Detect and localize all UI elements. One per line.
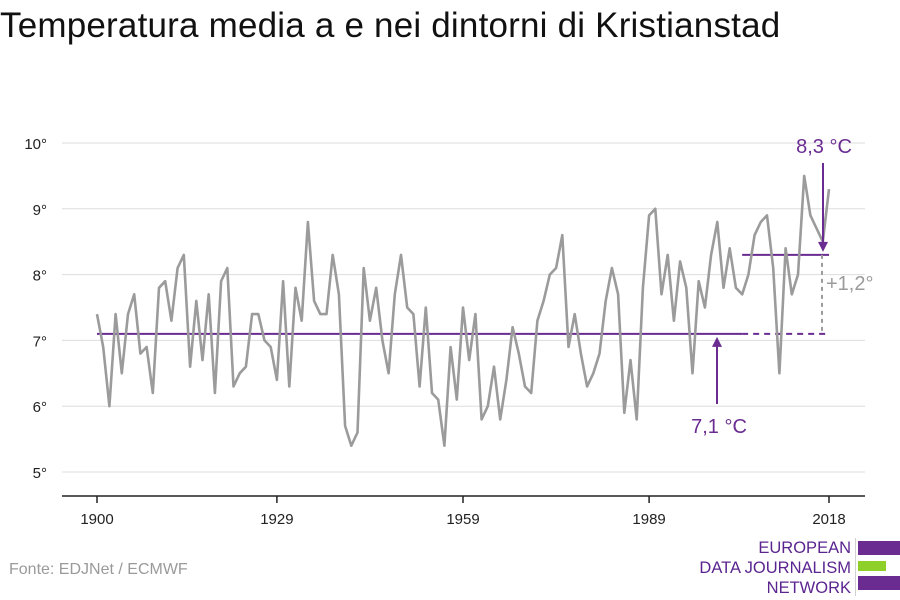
x-axis: 1900 1929 1959 1989 2018 xyxy=(62,495,865,528)
recent-label: 8,3 °C xyxy=(796,136,852,158)
temperature-series-line xyxy=(95,174,831,447)
y-axis-ticks: 5° 6° 7° 8° 9° 10° xyxy=(24,136,47,482)
logo-bar-bottom xyxy=(858,576,900,590)
logo-line-1: EUROPEAN xyxy=(758,539,851,557)
edjnet-logo: EUROPEAN DATA JOURNALISM NETWORK xyxy=(699,538,900,598)
source-credit: Fonte: EDJNet / ECMWF xyxy=(9,561,188,578)
x-tick-label: 1989 xyxy=(632,511,665,528)
logo-bar-top xyxy=(858,541,900,555)
y-tick-label: 6° xyxy=(33,399,47,416)
annotations: 7,1 °C 8,3 °C +1,2° xyxy=(691,136,873,438)
x-tick-label: 1959 xyxy=(446,511,479,528)
logo-wordmark: EUROPEAN DATA JOURNALISM NETWORK xyxy=(699,538,851,598)
gridlines xyxy=(62,142,865,473)
logo-line-3: NETWORK xyxy=(766,579,851,597)
x-tick-label: 1929 xyxy=(260,511,293,528)
logo-divider xyxy=(855,538,856,596)
baseline-label: 7,1 °C xyxy=(691,416,747,438)
y-tick-label: 9° xyxy=(33,202,47,219)
y-tick-label: 8° xyxy=(33,268,47,285)
y-tick-label: 5° xyxy=(33,465,47,482)
difference-label: +1,2° xyxy=(826,273,873,295)
recent-arrow-head xyxy=(818,241,828,252)
chart-title: Temperatura media a e nei dintorni di Kr… xyxy=(0,6,781,45)
baseline-arrow-head xyxy=(712,336,722,347)
logo-bar-middle xyxy=(858,561,886,571)
y-tick-label: 7° xyxy=(33,333,47,350)
y-tick-label: 10° xyxy=(24,136,47,153)
logo-line-2: DATA JOURNALISM xyxy=(699,559,851,577)
x-tick-label: 2018 xyxy=(812,511,845,528)
x-tick-label: 1900 xyxy=(80,511,113,528)
